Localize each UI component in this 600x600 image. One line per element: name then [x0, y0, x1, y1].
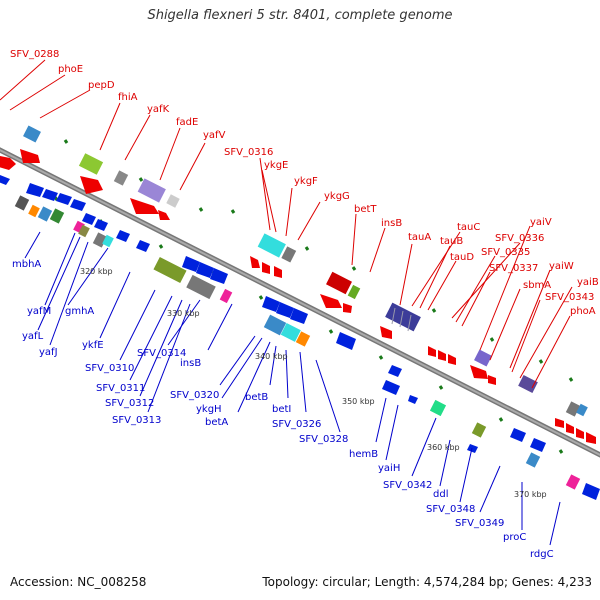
backbone [0, 147, 600, 458]
gene-label: betA [205, 417, 228, 428]
gene-label: sbmA [523, 280, 551, 291]
gene-label: ykfE [82, 340, 104, 351]
gene-label: yafJ [39, 347, 58, 358]
gene-label: SFV_0335 [481, 247, 530, 258]
gene-label: SFV_0311 [96, 383, 145, 394]
gene-label: SFV_0336 [495, 233, 544, 244]
gene-label: yaiV [530, 217, 552, 228]
gene-label: SFV_0313 [112, 415, 161, 426]
gene-label: pepD [88, 80, 115, 91]
gene-label: rdgC [530, 549, 554, 560]
gene-label: SFV_0337 [489, 263, 538, 274]
gene-label: yaiW [549, 261, 574, 272]
gene-label: SFV_0314 [137, 348, 186, 359]
gene-label: SFV_0310 [85, 363, 134, 374]
gene-label: insB [381, 218, 402, 229]
gene-label: proC [503, 532, 526, 543]
kbp-label: 360 kbp [427, 443, 460, 452]
gene-label: phoE [58, 64, 83, 75]
gene-label: SFV_0320 [170, 390, 219, 401]
bottom-leader-lines [24, 231, 561, 546]
gene-label: hemB [349, 449, 378, 460]
bottom-gene-labels: mbhA yafM yafL yafJ gmhA ykfE SFV_0310 S… [12, 259, 554, 560]
kbp-label: 340 kbp [255, 352, 288, 361]
gene-label: yafK [147, 104, 170, 115]
gene-label: mbhA [12, 259, 41, 270]
gene-label: tauB [440, 236, 463, 247]
kbp-label: 320 kbp [80, 267, 113, 276]
gene-label: fhiA [118, 92, 138, 103]
gene-label: tauD [450, 252, 474, 263]
gene-label: betB [245, 392, 268, 403]
top-strand-genes [0, 125, 596, 444]
gene-label: SFV_0312 [105, 398, 154, 409]
gene-label: ykgE [264, 160, 288, 171]
gene-label: gmhA [65, 306, 94, 317]
gene-label: SFV_0343 [545, 292, 594, 303]
top-gene-labels: SFV_0288 phoE pepD fhiA yafK fadE yafV S… [10, 49, 599, 317]
gene-label: yaiB [577, 277, 599, 288]
map-title: Shigella flexneri 5 str. 8401, complete … [147, 8, 453, 23]
kbp-labels: 320 kbp 330 kbp 340 kbp 350 kbp 360 kbp … [80, 267, 547, 499]
gene-label: SFV_0348 [426, 504, 475, 515]
top-leader-lines [0, 59, 573, 389]
gene-label: ykgG [324, 191, 350, 202]
gene-label: insB [180, 358, 201, 369]
gene-label: yafV [203, 130, 226, 141]
kbp-label: 330 kbp [167, 309, 200, 318]
gene-label: SFV_0326 [272, 419, 321, 430]
gene-label: SFV_0342 [383, 480, 432, 491]
gene-label: SFV_0316 [224, 147, 273, 158]
accession-text: Accession: NC_008258 [10, 575, 147, 589]
gene-label: SFV_0349 [455, 518, 504, 529]
genome-summary: Topology: circular; Length: 4,574,284 bp… [262, 575, 592, 589]
kbp-label: 370 kbp [514, 490, 547, 499]
gene-label: betT [354, 204, 377, 215]
gene-label: yafL [22, 331, 44, 342]
gene-label: yafM [27, 306, 51, 317]
gene-label: SFV_0288 [10, 49, 59, 60]
gene-label: ddl [433, 489, 448, 500]
gene-label: ykgH [196, 404, 222, 415]
gene-label: yaiH [378, 463, 400, 474]
gene-label: SFV_0328 [299, 434, 348, 445]
gene-label: fadE [176, 117, 198, 128]
gene-label: tauC [457, 222, 480, 233]
gene-label: tauA [408, 232, 431, 243]
gene-label: betI [272, 404, 291, 415]
kbp-label: 350 kbp [342, 397, 375, 406]
gene-label: ykgF [294, 176, 318, 187]
gene-label: phoA [570, 306, 596, 317]
bottom-strand-genes [0, 175, 600, 500]
